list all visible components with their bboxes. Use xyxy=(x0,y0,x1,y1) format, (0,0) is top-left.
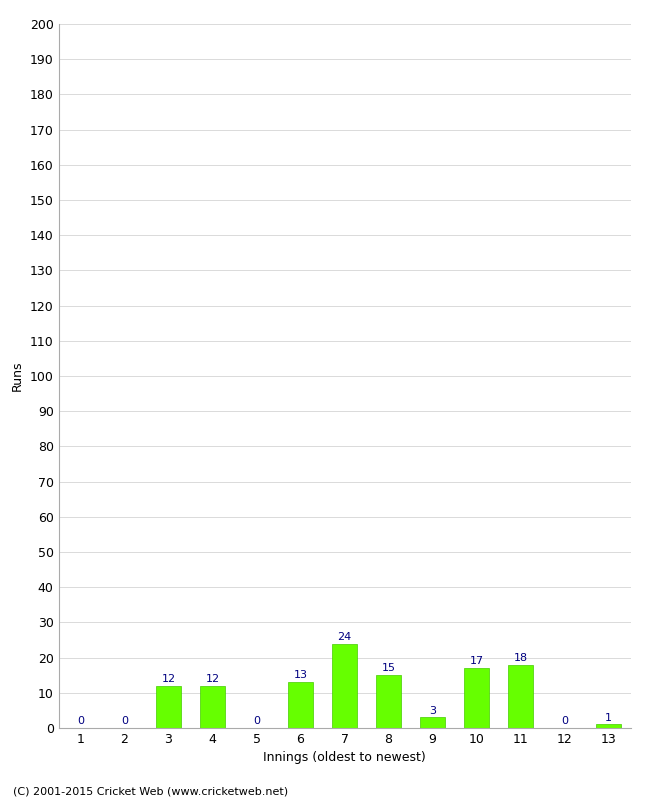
Bar xyxy=(597,725,621,728)
Text: 12: 12 xyxy=(205,674,220,684)
Bar xyxy=(508,665,532,728)
Bar xyxy=(200,686,225,728)
Bar xyxy=(376,675,400,728)
Text: 12: 12 xyxy=(161,674,176,684)
X-axis label: Innings (oldest to newest): Innings (oldest to newest) xyxy=(263,751,426,765)
Text: 13: 13 xyxy=(294,670,307,681)
Text: 0: 0 xyxy=(561,716,568,726)
Bar xyxy=(157,686,181,728)
Y-axis label: Runs: Runs xyxy=(11,361,24,391)
Text: 24: 24 xyxy=(337,632,352,642)
Text: 3: 3 xyxy=(429,706,436,716)
Text: 0: 0 xyxy=(253,716,260,726)
Bar xyxy=(289,682,313,728)
Bar xyxy=(332,643,357,728)
Bar xyxy=(421,718,445,728)
Text: 15: 15 xyxy=(382,663,395,674)
Text: 1: 1 xyxy=(605,713,612,722)
Text: 0: 0 xyxy=(121,716,128,726)
Text: 17: 17 xyxy=(469,656,484,666)
Text: 0: 0 xyxy=(77,716,84,726)
Text: (C) 2001-2015 Cricket Web (www.cricketweb.net): (C) 2001-2015 Cricket Web (www.cricketwe… xyxy=(13,786,288,796)
Bar xyxy=(464,668,489,728)
Text: 18: 18 xyxy=(514,653,528,663)
